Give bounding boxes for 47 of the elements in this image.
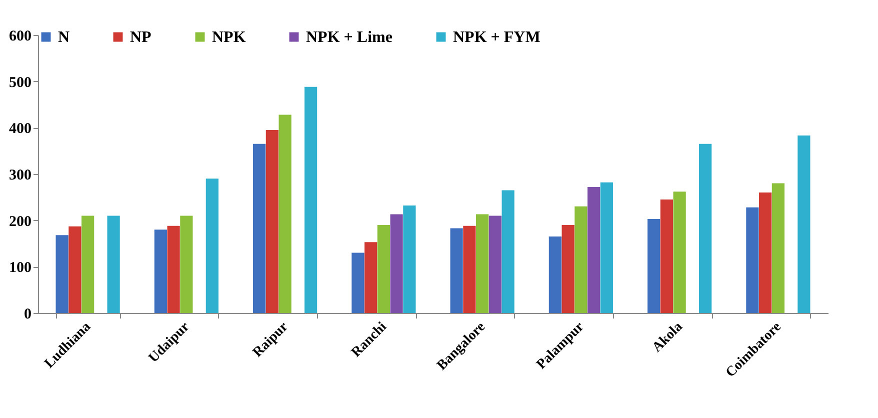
bar [600, 182, 613, 313]
y-tick-label: 100 [9, 260, 32, 276]
bar [403, 206, 416, 313]
bar [390, 214, 403, 313]
bar [759, 192, 772, 313]
bar [56, 235, 68, 313]
bar [798, 136, 810, 313]
bar [463, 226, 476, 313]
bar [82, 216, 94, 313]
bar [746, 207, 759, 313]
bar [352, 252, 364, 313]
y-tick-label: 0 [24, 306, 32, 322]
bar [574, 206, 588, 313]
bar [304, 86, 318, 313]
bar [364, 242, 378, 313]
bar [107, 216, 120, 313]
y-tick-label: 400 [9, 121, 32, 138]
bar [206, 178, 218, 313]
legend-label: N [58, 29, 70, 46]
bar [476, 214, 489, 313]
bar [278, 114, 292, 313]
bar [154, 230, 167, 313]
bar [167, 226, 180, 313]
legend-label: NPK [212, 29, 246, 46]
bar [699, 144, 712, 313]
bar [253, 144, 266, 313]
bar [648, 218, 660, 313]
bar [673, 192, 686, 313]
legend-label: NPK + Lime [306, 29, 392, 46]
bar [68, 226, 82, 313]
bar [488, 216, 502, 313]
bar [502, 190, 514, 313]
y-tick-label: 500 [9, 74, 32, 91]
legend-label: NP [130, 29, 152, 46]
bar [548, 236, 562, 313]
bar [266, 130, 278, 313]
bar [660, 199, 673, 313]
bar [562, 224, 574, 313]
legend-label: NPK + FYM [453, 29, 540, 46]
bar [377, 224, 390, 313]
bar [180, 216, 193, 313]
y-tick-label: 200 [9, 214, 32, 230]
y-tick-label: 600 [9, 28, 32, 44]
bar [588, 186, 600, 313]
y-tick-label: 300 [9, 168, 32, 184]
bar [450, 228, 463, 313]
bar [772, 183, 784, 313]
